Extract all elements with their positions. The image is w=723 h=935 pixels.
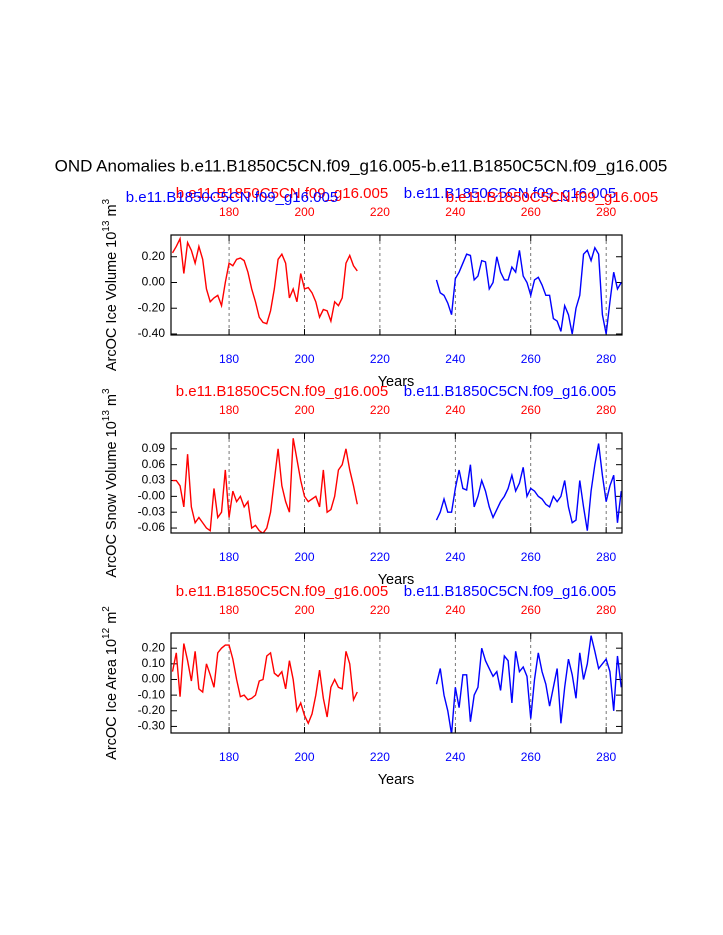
y-label-unit: m bbox=[104, 394, 120, 410]
top-tick-label: 220 bbox=[370, 603, 390, 617]
bottom-tick-label: 180 bbox=[219, 750, 239, 764]
top-tick-label: 280 bbox=[596, 403, 616, 417]
y-label-exp: 12 bbox=[101, 627, 112, 639]
top-tick-label: 200 bbox=[294, 403, 314, 417]
top-tick-label: 280 bbox=[596, 205, 616, 219]
panel: 180 180 200 200 220 220 240 240 260 260 280 280 0.20… bbox=[101, 185, 659, 390]
bottom-tick-label: 180 bbox=[219, 550, 239, 564]
bottom-tick-label: 280 bbox=[596, 352, 616, 366]
y-label-unit-exp: 2 bbox=[101, 606, 112, 612]
y-label-unit: m bbox=[104, 612, 120, 628]
series-name: b.e11.B1850C5CN.f09_g16.005 bbox=[404, 583, 616, 600]
panel: 180 180 200 200 220 220 240 240 260 260 280 280 0.20… bbox=[101, 583, 623, 788]
plot-frame bbox=[170, 234, 623, 336]
y-label-exp: 13 bbox=[101, 410, 112, 422]
top-tick-label: 260 bbox=[521, 403, 541, 417]
bottom-tick-label: 240 bbox=[445, 750, 465, 764]
series-name: b.e11.B1850C5CN.f09_g16.005 bbox=[176, 185, 388, 202]
top-tick-label: 240 bbox=[445, 205, 465, 219]
y-axis-label: ArcOC Ice Area 1012 m2 bbox=[101, 606, 120, 760]
y-tick-label: 0.00 bbox=[142, 275, 166, 289]
top-tick-label: 280 bbox=[596, 603, 616, 617]
bottom-tick-label: 200 bbox=[294, 352, 314, 366]
y-tick-label: 0.20 bbox=[142, 249, 166, 263]
plot-frame bbox=[170, 632, 623, 734]
y-tick-label: -0.03 bbox=[138, 504, 166, 518]
bottom-tick-label: 220 bbox=[370, 750, 390, 764]
top-tick-label: 240 bbox=[445, 603, 465, 617]
bottom-tick-label: 260 bbox=[521, 352, 541, 366]
top-tick-label: 180 bbox=[219, 403, 239, 417]
y-label-exp: 13 bbox=[101, 220, 112, 232]
y-tick-label: -0.20 bbox=[138, 300, 166, 314]
y-tick-label: -0.30 bbox=[138, 719, 166, 733]
series-name: b.e11.B1850C5CN.f09_g16.005 bbox=[176, 383, 388, 400]
bottom-tick-label: 220 bbox=[370, 550, 390, 564]
series-line bbox=[171, 643, 358, 726]
y-label-unit-exp: 3 bbox=[101, 388, 112, 394]
bottom-tick-label: 260 bbox=[521, 750, 541, 764]
y-label-unit: m bbox=[104, 204, 120, 220]
panel: 180 180 200 200 220 220 240 240 260 260 280 280 0.09… bbox=[101, 383, 623, 588]
series-name: b.e11.B1850C5CN.f09_g16.005 bbox=[446, 189, 658, 206]
top-tick-label: 260 bbox=[521, 603, 541, 617]
top-tick-label: 180 bbox=[219, 205, 239, 219]
series-line bbox=[435, 245, 622, 335]
plot-frame bbox=[170, 432, 623, 534]
top-tick-label: 200 bbox=[294, 205, 314, 219]
top-tick-label: 240 bbox=[445, 403, 465, 417]
bottom-tick-label: 200 bbox=[294, 750, 314, 764]
x-axis-label: Years bbox=[378, 572, 415, 588]
top-tick-label: 220 bbox=[370, 403, 390, 417]
y-tick-label: 0.10 bbox=[142, 656, 166, 670]
y-tick-label: 0.09 bbox=[142, 441, 166, 455]
y-tick-label: 0.06 bbox=[142, 457, 166, 471]
y-axis-label: ArcOC Ice Volume 1013 m3 bbox=[101, 198, 120, 371]
bottom-tick-label: 240 bbox=[445, 550, 465, 564]
series-line bbox=[172, 438, 358, 533]
bottom-tick-label: 240 bbox=[445, 352, 465, 366]
y-tick-label: 0.00 bbox=[142, 672, 166, 686]
top-tick-label: 260 bbox=[521, 205, 541, 219]
bottom-tick-label: 200 bbox=[294, 550, 314, 564]
bottom-tick-label: 180 bbox=[219, 352, 239, 366]
y-tick-label: -0.10 bbox=[138, 687, 166, 701]
series-line bbox=[435, 443, 622, 531]
series-name: b.e11.B1850C5CN.f09_g16.005 bbox=[126, 189, 338, 206]
y-label-text: ArcOC Ice Area 10 bbox=[104, 639, 120, 760]
y-tick-label: 0.03 bbox=[142, 473, 166, 487]
bottom-tick-label: 280 bbox=[596, 750, 616, 764]
top-tick-label: 220 bbox=[370, 205, 390, 219]
y-axis-label: ArcOC Snow Volume 1013 m3 bbox=[101, 388, 120, 578]
series-line bbox=[171, 236, 358, 325]
x-axis-label: Years bbox=[378, 772, 415, 788]
y-tick-label: -0.20 bbox=[138, 703, 166, 717]
bottom-tick-label: 260 bbox=[521, 550, 541, 564]
series-name: b.e11.B1850C5CN.f09_g16.005 bbox=[404, 185, 616, 202]
x-axis-label: Years bbox=[378, 374, 415, 390]
bottom-tick-label: 280 bbox=[596, 550, 616, 564]
y-label-text: ArcOC Snow Volume 10 bbox=[104, 421, 120, 577]
y-tick-label: 0.20 bbox=[142, 640, 166, 654]
series-name: b.e11.B1850C5CN.f09_g16.005 bbox=[176, 583, 388, 600]
figure-title: OND Anomalies b.e11.B1850C5CN.f09_g16.00… bbox=[55, 156, 668, 175]
top-tick-label: 180 bbox=[219, 603, 239, 617]
top-tick-label: 200 bbox=[294, 603, 314, 617]
series-line bbox=[435, 635, 622, 733]
y-label-unit-exp: 3 bbox=[101, 198, 112, 204]
y-label-text: ArcOC Ice Volume 10 bbox=[104, 232, 120, 371]
series-name: b.e11.B1850C5CN.f09_g16.005 bbox=[404, 383, 616, 400]
y-tick-label: -0.06 bbox=[138, 520, 166, 534]
bottom-tick-label: 220 bbox=[370, 352, 390, 366]
y-tick-label: -0.40 bbox=[138, 326, 166, 340]
y-tick-label: -0.00 bbox=[138, 489, 166, 503]
